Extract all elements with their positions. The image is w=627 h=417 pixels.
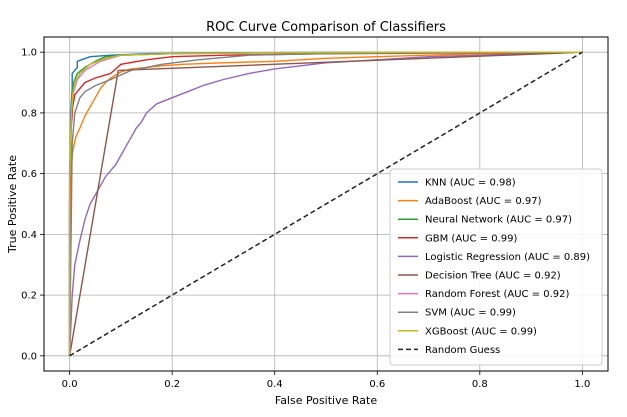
x-tick-label: 0.6 (369, 379, 385, 390)
x-tick-label: 0.8 (472, 379, 488, 390)
legend: KNN (AUC = 0.98) AdaBoost (AUC = 0.97) Neu… (389, 168, 603, 366)
series-line-8 (68, 51, 583, 356)
axis-ticks: 0.0 0.2 0.4 0.6 0.8 1.0 0.0 0.2 0.4 0.6 0.8 1.0 (21, 48, 590, 390)
y-tick-label: 0.4 (21, 230, 37, 241)
legend-entry: KNN (AUC = 0.98) (425, 178, 516, 189)
legend-entry: Logistic Regression (AUC = 0.89) (425, 252, 590, 263)
legend-box (389, 168, 603, 366)
legend-entry: Random Guess (425, 345, 500, 356)
y-tick-label: 0.2 (21, 291, 37, 302)
y-tick-label: 0.6 (21, 169, 37, 180)
legend-entry: Neural Network (AUC = 0.97) (425, 215, 572, 226)
y-tick-label: 0.0 (21, 351, 37, 362)
series-line-7 (68, 51, 583, 356)
legend-entry: SVM (AUC = 0.99) (425, 308, 516, 319)
chart-title: ROC Curve Comparison of Classifiers (206, 20, 446, 35)
x-tick-label: 0.2 (164, 379, 180, 390)
x-tick-label: 0.4 (267, 379, 283, 390)
x-axis-label: False Positive Rate (275, 394, 377, 407)
x-tick-label: 1.0 (574, 379, 590, 390)
legend-entry: XGBoost (AUC = 0.99) (425, 326, 537, 337)
series-lines (68, 51, 583, 357)
series-line-5 (68, 51, 583, 356)
y-tick-label: 1.0 (21, 48, 37, 59)
legend-entry: Random Forest (AUC = 0.92) (425, 289, 569, 300)
legend-entry: AdaBoost (AUC = 0.97) (425, 196, 542, 207)
x-tick-label: 0.0 (62, 379, 78, 390)
legend-entry: GBM (AUC = 0.99) (425, 233, 517, 244)
y-axis-label: True Positive Rate (6, 155, 19, 254)
legend-entry: Decision Tree (AUC = 0.92) (425, 271, 561, 282)
plot-frame (43, 36, 609, 372)
y-tick-label: 0.8 (21, 108, 37, 119)
series-line-9 (69, 51, 583, 357)
